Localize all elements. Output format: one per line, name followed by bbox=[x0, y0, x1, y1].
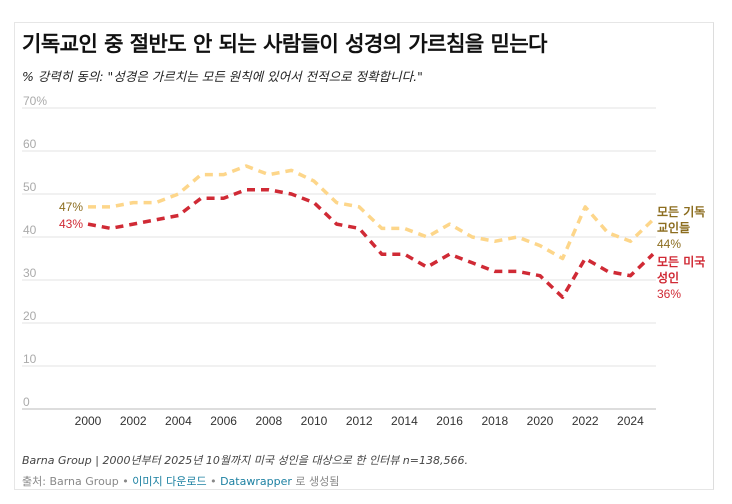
x-tick-label: 2012 bbox=[346, 414, 373, 428]
x-tick-label: 2014 bbox=[391, 414, 418, 428]
chart-subtitle: % 강력히 동의: "성경은 가르치는 모든 원칙에 있어서 전적으로 정확합니… bbox=[22, 69, 423, 84]
y-tick-label: 40 bbox=[23, 223, 37, 237]
x-tick-label: 2024 bbox=[617, 414, 644, 428]
x-tick-label: 2006 bbox=[210, 414, 237, 428]
x-tick-label: 2010 bbox=[301, 414, 328, 428]
x-tick-label: 2000 bbox=[75, 414, 102, 428]
end-label-name: 교인들 bbox=[657, 220, 690, 235]
source: 출처: Barna Group bbox=[22, 475, 119, 488]
y-tick-label: 30 bbox=[23, 266, 37, 280]
series-line-1 bbox=[87, 187, 655, 299]
x-tick-label: 2008 bbox=[255, 414, 282, 428]
y-tick-label: 50 bbox=[23, 180, 37, 194]
chart-title: 기독교인 중 절반도 안 되는 사람들이 성경의 가르침을 믿는다 bbox=[22, 32, 548, 56]
y-tick-label: 20 bbox=[23, 309, 37, 323]
y-tick-label: 60 bbox=[23, 137, 37, 151]
y-tick-label: 0 bbox=[23, 395, 30, 409]
download-image-link[interactable]: 이미지 다운로드 bbox=[132, 475, 207, 488]
end-label-name: 성인 bbox=[657, 270, 679, 285]
datawrapper-link[interactable]: Datawrapper bbox=[220, 475, 292, 488]
separator: • bbox=[118, 475, 133, 488]
x-tick-label: 2004 bbox=[165, 414, 192, 428]
series-line-0 bbox=[88, 164, 655, 261]
frame bbox=[14, 22, 714, 490]
made-with: 로 생성됨 bbox=[291, 475, 340, 488]
x-tick-label: 2020 bbox=[527, 414, 554, 428]
start-label: 43% bbox=[59, 217, 83, 231]
separator: • bbox=[206, 475, 221, 488]
end-label-name: 모든 기독 bbox=[657, 204, 705, 219]
end-label-value: 36% bbox=[657, 287, 681, 301]
chart-notes: Barna Group | 2000년부터 2025년 10월까지 미국 성인을… bbox=[22, 454, 468, 467]
start-label: 47% bbox=[59, 200, 83, 214]
footer: 출처: Barna Group • 이미지 다운로드 • Datawrapper… bbox=[22, 473, 339, 489]
y-tick-label: 10 bbox=[23, 352, 37, 366]
x-tick-label: 2002 bbox=[120, 414, 147, 428]
x-tick-label: 2016 bbox=[436, 414, 463, 428]
x-tick-label: 2022 bbox=[572, 414, 599, 428]
x-tick-label: 2018 bbox=[481, 414, 508, 428]
end-label-value: 44% bbox=[657, 237, 681, 251]
y-tick-label: 70% bbox=[23, 94, 47, 108]
end-label-name: 모든 미국 bbox=[657, 254, 705, 269]
